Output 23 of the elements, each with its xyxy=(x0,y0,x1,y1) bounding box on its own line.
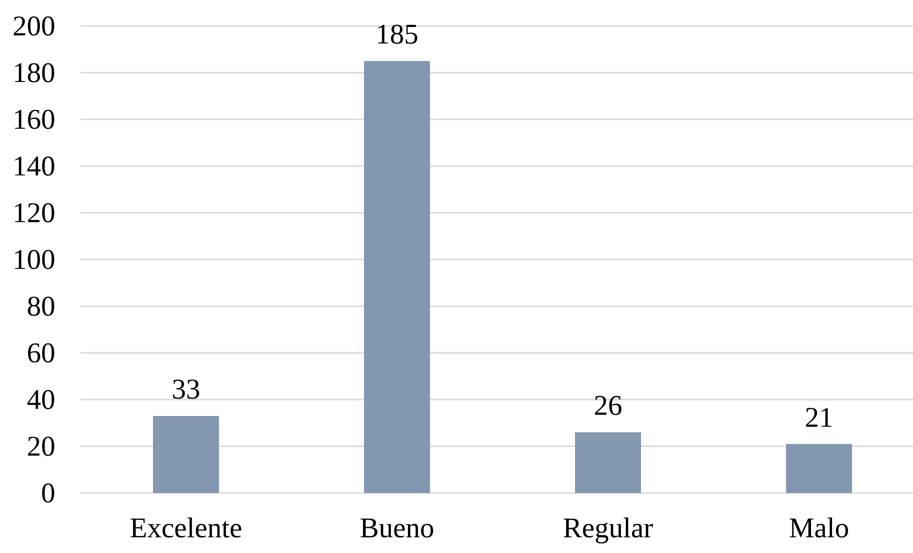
y-tick-label: 120 xyxy=(15,203,54,222)
data-label: 21 xyxy=(806,408,832,427)
x-tick-label: Malo xyxy=(790,517,848,538)
data-label: 26 xyxy=(595,396,622,416)
bar xyxy=(364,61,430,493)
y-tick-label: 80 xyxy=(28,296,54,316)
bar xyxy=(153,416,219,493)
x-tick-label: Regular xyxy=(564,517,653,544)
data-label: 185 xyxy=(378,24,418,44)
y-tick-label: 60 xyxy=(28,343,54,363)
x-tick-label: Bueno xyxy=(360,518,434,538)
y-tick-label: 200 xyxy=(14,16,54,36)
y-tick-label: 160 xyxy=(15,110,54,130)
y-tick-label: 20 xyxy=(28,436,54,456)
bar xyxy=(786,444,852,493)
y-tick-label: 100 xyxy=(15,250,54,270)
y-tick-label: 40 xyxy=(27,390,54,410)
y-tick-label: 140 xyxy=(15,156,54,176)
bar xyxy=(575,432,642,493)
x-tick-label: Excelente xyxy=(130,517,242,538)
y-tick-label: 0 xyxy=(42,483,54,503)
data-label: 33 xyxy=(173,380,200,399)
y-tick-label: 180 xyxy=(15,63,54,82)
